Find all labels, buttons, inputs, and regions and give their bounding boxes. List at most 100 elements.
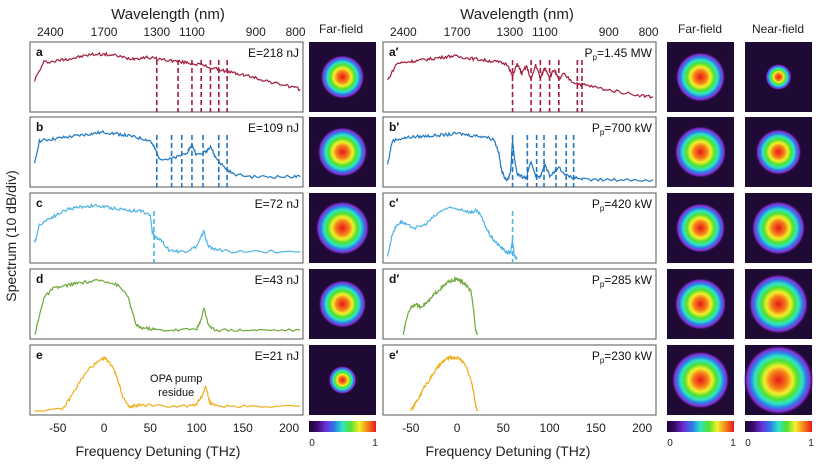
annotation-label: OPA pump (150, 373, 202, 385)
panel-letter: a′ (389, 45, 399, 59)
wavelength-tick-label: 800 (286, 25, 306, 39)
frequency-tick-label: 200 (279, 421, 299, 435)
beam-spot (743, 345, 814, 415)
panel-energy-label: E=218 nJ (248, 46, 299, 60)
spectrum-panel-right-3: c′ Pp=420 kW (382, 192, 657, 264)
beam-spot (315, 201, 370, 255)
panel-frame (382, 192, 657, 264)
panel-frame (29, 344, 304, 416)
panel-energy-label: Pp=700 kW (592, 121, 653, 137)
colorbar-min-label: 0 (309, 438, 315, 449)
spectrum-panel-left-4: d E=43 nJ (29, 268, 304, 340)
wavelength-tick-label: 900 (246, 25, 266, 39)
spectrum-line (34, 203, 301, 255)
beam-profile-near-2 (745, 117, 812, 187)
near-field-header: Near-field (752, 22, 804, 36)
wavelength-axis-title-right: Wavelength (nm) (460, 6, 574, 23)
wavelength-tick-label: 2400 (390, 25, 417, 39)
frequency-tick-label: -50 (49, 421, 67, 435)
panel-letter: c (36, 196, 43, 210)
panel-frame (382, 41, 657, 113)
beam-profile-far2-2 (667, 117, 734, 187)
panel-energy-label: Pp=285 kW (592, 273, 653, 289)
panel-letter: b (36, 120, 43, 134)
panel-energy-label: E=43 nJ (255, 273, 299, 287)
spectrum-panel-left-2: b E=109 nJ (29, 116, 304, 188)
beam-profile-far1-4 (309, 269, 376, 339)
colorbar-min-label: 0 (745, 438, 751, 449)
colorbar-gradient (667, 421, 734, 432)
wavelength-tick-label: 1700 (91, 25, 118, 39)
panel-frame (382, 344, 657, 416)
beam-spot (674, 126, 727, 178)
wavelength-tick-label: 1100 (532, 25, 558, 39)
panel-energy-label: E=72 nJ (255, 197, 299, 211)
panel-frame (29, 116, 304, 188)
beam-profile-far1-1 (309, 42, 376, 112)
frequency-tick-label: -50 (402, 421, 420, 435)
frequency-tick-label: 150 (233, 421, 253, 435)
colorbar-gradient (309, 421, 376, 432)
wavelength-tick-label: 2400 (37, 25, 64, 39)
beam-profile-near-4 (745, 269, 812, 339)
spectrum-line (34, 51, 301, 91)
beam-spot (318, 280, 367, 328)
beam-profile-near-1 (745, 42, 812, 112)
beam-profile-near-5 (743, 345, 814, 415)
beam-spot (671, 351, 730, 409)
frequency-tick-label: 100 (187, 421, 207, 435)
beam-profile-far1-3 (309, 193, 376, 263)
spectrum-panel-right-1: a′ Pp=1.45 MW (382, 41, 657, 113)
panel-energy-label: Pp=420 kW (592, 197, 653, 213)
spectrum-line (387, 54, 654, 99)
beam-spot (674, 278, 727, 330)
panel-letter: c′ (389, 196, 399, 210)
frequency-axis-title-right: Frequency Detuning (THz) (426, 443, 591, 459)
panel-letter: e′ (389, 348, 399, 362)
spectrum-panel-right-5: e′ Pp=230 kW (382, 344, 657, 416)
beam-spot (320, 55, 365, 99)
panel-letter: d′ (389, 272, 399, 286)
colorbar-min-label: 0 (667, 438, 673, 449)
beam-spot (675, 52, 726, 102)
frequency-tick-label: 150 (586, 421, 606, 435)
panel-energy-label: E=109 nJ (248, 121, 299, 135)
wavelength-tick-label: 1700 (444, 25, 471, 39)
beam-spot (328, 366, 357, 394)
spectrum-line (387, 131, 654, 183)
beam-profile-far2-1 (667, 42, 734, 112)
spectrum-line (34, 129, 301, 180)
beam-spot (317, 127, 368, 177)
spectrum-line (402, 276, 478, 336)
spectrum-line (34, 356, 301, 412)
colorbar-far-field-1: 0 1 (309, 421, 378, 449)
panel-energy-label: E=21 nJ (255, 349, 299, 363)
frequency-tick-label: 0 (454, 421, 461, 435)
panel-letter: e (36, 348, 43, 362)
far-field-header-2: Far-field (678, 22, 722, 36)
panel-frame (382, 268, 657, 340)
frequency-axis-title-left: Frequency Detuning (THz) (76, 443, 241, 459)
spectrum-line (410, 354, 478, 412)
wavelength-tick-label: 900 (599, 25, 619, 39)
panel-frame (29, 41, 304, 113)
spectrum-panel-right-4: d′ Pp=285 kW (382, 268, 657, 340)
wavelength-tick-label: 1300 (143, 25, 170, 39)
panel-letter: a (36, 45, 43, 59)
beam-profile-far2-3 (667, 193, 734, 263)
panel-letter: b′ (389, 120, 399, 134)
spectrum-line (387, 206, 518, 260)
far-field-header-1: Far-field (319, 22, 363, 36)
wavelength-tick-label: 800 (639, 25, 659, 39)
panel-energy-label: Pp=1.45 MW (585, 46, 653, 62)
colorbar-far-field-2: 0 1 (667, 421, 736, 449)
beam-profile-far1-5 (309, 345, 376, 415)
beam-spot (755, 129, 802, 175)
panel-energy-label: Pp=230 kW (592, 349, 653, 365)
wavelength-tick-label: 1100 (179, 25, 205, 39)
frequency-tick-label: 0 (101, 421, 108, 435)
beam-spot (748, 274, 809, 334)
colorbar-gradient (745, 421, 812, 432)
panel-letter: d (36, 272, 43, 286)
beam-spot (675, 203, 726, 253)
